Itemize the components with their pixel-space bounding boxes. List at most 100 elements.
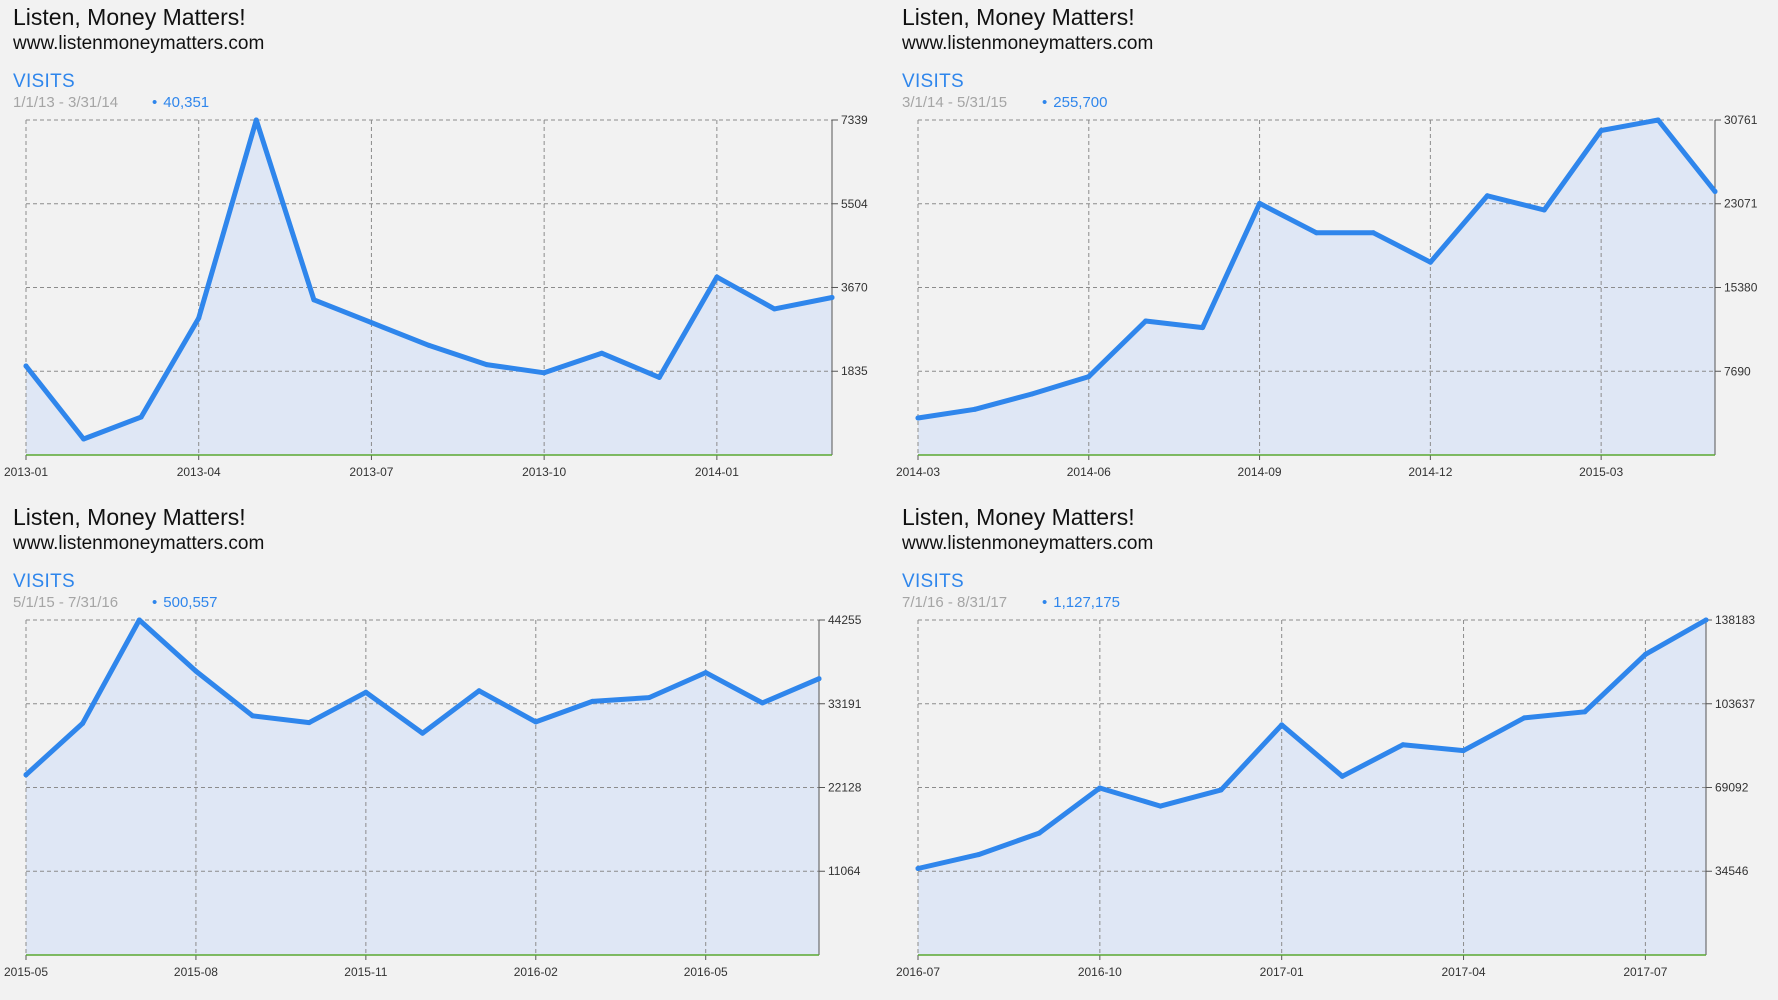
- data-point: [80, 720, 86, 726]
- data-point: [306, 720, 312, 726]
- y-tick-label: 5504: [841, 197, 868, 211]
- total-visits-value: 40,351: [163, 94, 210, 111]
- y-tick-label: 69092: [1715, 780, 1749, 794]
- data-point: [972, 406, 978, 412]
- data-point: [1257, 200, 1263, 206]
- total-visits-value: 255,700: [1053, 94, 1108, 111]
- y-tick-label: 33191: [828, 697, 862, 711]
- x-tick-label: 2014-03: [896, 465, 940, 479]
- data-point: [541, 370, 547, 376]
- site-url: www.listenmoneymatters.com: [13, 533, 265, 554]
- data-point: [1642, 651, 1648, 657]
- data-point: [1097, 785, 1103, 791]
- chart-panel-3: Listen, Money Matters! www.listenmoneyma…: [0, 500, 889, 1000]
- data-point: [476, 688, 482, 694]
- data-point: [484, 362, 490, 368]
- data-point: [250, 713, 256, 719]
- data-point: [703, 670, 709, 676]
- y-tick-label: 30761: [1724, 113, 1758, 127]
- date-range: 1/1/13 - 3/31/14: [13, 94, 119, 111]
- x-tick-label: 2017-04: [1442, 965, 1486, 979]
- data-point: [138, 414, 144, 420]
- site-name: Listen, Money Matters!: [902, 504, 1135, 530]
- data-point: [1484, 193, 1490, 199]
- visits-chart: 7690 15380 23071 30761 2014-03 2014-06 2014-09…: [896, 113, 1758, 479]
- x-tick-label: 2015-08: [174, 965, 218, 979]
- total-visits: • 40,351: [152, 94, 209, 111]
- site-name: Listen, Money Matters!: [902, 4, 1135, 30]
- visits-chart: 1835 3670 5504 7339 2013-01 2013-04 2013-07 201…: [4, 113, 868, 479]
- total-visits: • 1,127,175: [1042, 594, 1120, 611]
- data-point: [363, 689, 369, 695]
- data-point: [1143, 318, 1149, 324]
- data-point: [81, 436, 87, 442]
- x-tick-label: 2017-01: [1260, 965, 1304, 979]
- x-tick-label: 2016-07: [896, 965, 940, 979]
- data-point: [1314, 230, 1319, 236]
- metric-label: VISITS: [13, 571, 75, 592]
- data-point: [420, 730, 425, 736]
- data-point: [714, 274, 720, 280]
- metric-label: VISITS: [13, 71, 75, 92]
- data-point: [1427, 259, 1433, 265]
- series-marker: •: [152, 594, 158, 611]
- x-tick-label: 2015-11: [344, 965, 387, 979]
- date-range: 5/1/15 - 7/31/16: [13, 594, 119, 611]
- data-point: [368, 320, 374, 326]
- x-tick-label: 2016-02: [514, 965, 558, 979]
- data-point: [426, 342, 432, 348]
- x-tick-label: 2013-07: [349, 465, 393, 479]
- data-point: [1200, 325, 1206, 331]
- y-tick-label: 11064: [828, 864, 861, 878]
- data-point: [23, 772, 29, 778]
- x-tick-label: 2016-05: [684, 965, 728, 979]
- data-point: [1521, 715, 1527, 721]
- x-tick-label: 2016-10: [1078, 965, 1122, 979]
- y-tick-label: 22128: [828, 780, 862, 794]
- visits-chart: 11064 22128 33191 44255 2015-05 2015-08 2015-1…: [4, 613, 862, 979]
- site-url: www.listenmoneymatters.com: [13, 33, 265, 54]
- data-point: [311, 297, 317, 303]
- total-visits-value: 500,557: [163, 594, 218, 611]
- data-point: [1655, 117, 1661, 123]
- series-marker: •: [1042, 94, 1048, 111]
- series-marker: •: [152, 94, 158, 111]
- data-point: [1598, 128, 1604, 133]
- x-tick-label: 2013-10: [522, 465, 566, 479]
- y-tick-label: 44255: [828, 613, 862, 627]
- x-tick-label: 2015-03: [1579, 465, 1623, 479]
- data-point: [1086, 374, 1092, 380]
- data-point: [829, 295, 835, 300]
- data-point: [193, 668, 199, 674]
- x-tick-label: 2014-01: [695, 465, 739, 479]
- y-tick-label: 1835: [841, 364, 868, 378]
- data-point: [1370, 230, 1376, 236]
- data-point: [136, 617, 142, 623]
- x-tick-label: 2017-07: [1623, 965, 1667, 979]
- site-name: Listen, Money Matters!: [13, 504, 246, 530]
- data-point: [915, 866, 921, 871]
- data-point: [253, 117, 259, 123]
- data-point: [589, 698, 595, 704]
- series-line: [915, 617, 1709, 871]
- x-tick-label: 2013-04: [177, 465, 221, 479]
- data-point: [1029, 391, 1035, 397]
- data-point: [1582, 709, 1588, 715]
- chart-panel-2: Listen, Money Matters! www.listenmoneyma…: [889, 0, 1778, 500]
- series-marker: •: [1042, 594, 1048, 611]
- data-point: [646, 695, 652, 701]
- site-url: www.listenmoneymatters.com: [902, 533, 1154, 554]
- data-point: [1712, 189, 1718, 194]
- y-tick-label: 7339: [841, 113, 868, 127]
- date-range: 3/1/14 - 5/31/15: [902, 94, 1008, 111]
- metric-label: VISITS: [902, 71, 964, 92]
- metric-label: VISITS: [902, 571, 964, 592]
- data-point: [1339, 773, 1345, 779]
- date-range: 7/1/16 - 8/31/17: [902, 594, 1008, 611]
- data-point: [771, 306, 777, 312]
- site-name: Listen, Money Matters!: [13, 4, 246, 30]
- data-point: [1541, 207, 1547, 213]
- y-tick-label: 7690: [1724, 364, 1751, 378]
- x-tick-label: 2015-05: [4, 965, 48, 979]
- y-tick-label: 3670: [841, 280, 868, 294]
